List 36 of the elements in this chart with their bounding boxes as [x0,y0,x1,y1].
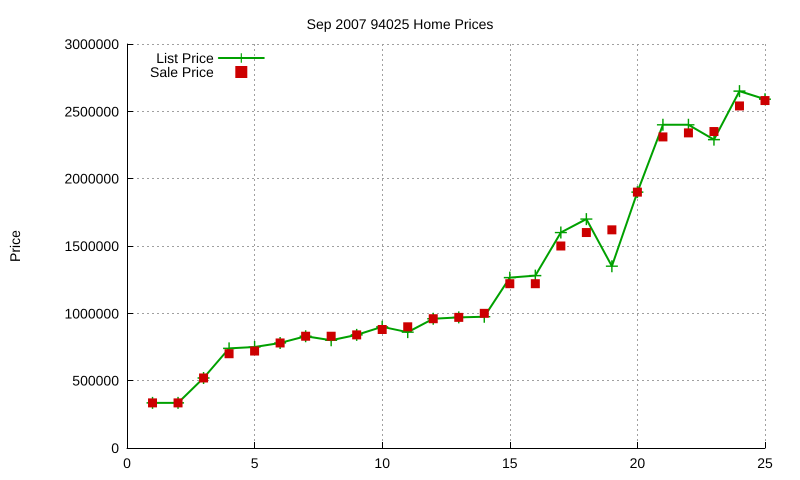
y-tick-label: 1000000 [64,305,120,322]
point [760,96,770,106]
point [403,322,412,332]
point [505,279,514,288]
x-tick-label: 0 [123,455,132,471]
y-tick-label: 3000000 [64,36,120,52]
point [606,260,618,272]
x-tick-label: 15 [502,455,518,471]
x-tick-label: 20 [630,455,646,471]
point [326,332,336,341]
chart-title: Sep 2007 94025 Home Prices [306,16,494,32]
point [480,308,489,318]
point [709,127,718,136]
point [250,346,260,356]
y-tick-label: 1500000 [64,238,120,254]
x-tick-label: 5 [250,455,259,471]
point [530,279,540,288]
y-axis-title: Price [7,230,23,262]
x-tick-label: 25 [757,455,773,471]
y-tick-label: 2500000 [64,103,120,120]
point [554,226,567,239]
point [684,128,693,138]
y-tick-label: 500000 [72,372,120,389]
point [582,228,591,238]
point [556,242,566,250]
point [580,213,592,226]
y-tick-label: 0 [111,440,120,456]
point [734,101,744,110]
point [224,349,234,358]
x-tick-label: 10 [374,455,390,471]
legend-label: List Price [156,50,214,66]
point [658,132,668,142]
point [607,225,616,234]
point [378,324,387,334]
y-tick-label: 2000000 [64,170,120,187]
legend-label: Sale Price [150,64,214,80]
